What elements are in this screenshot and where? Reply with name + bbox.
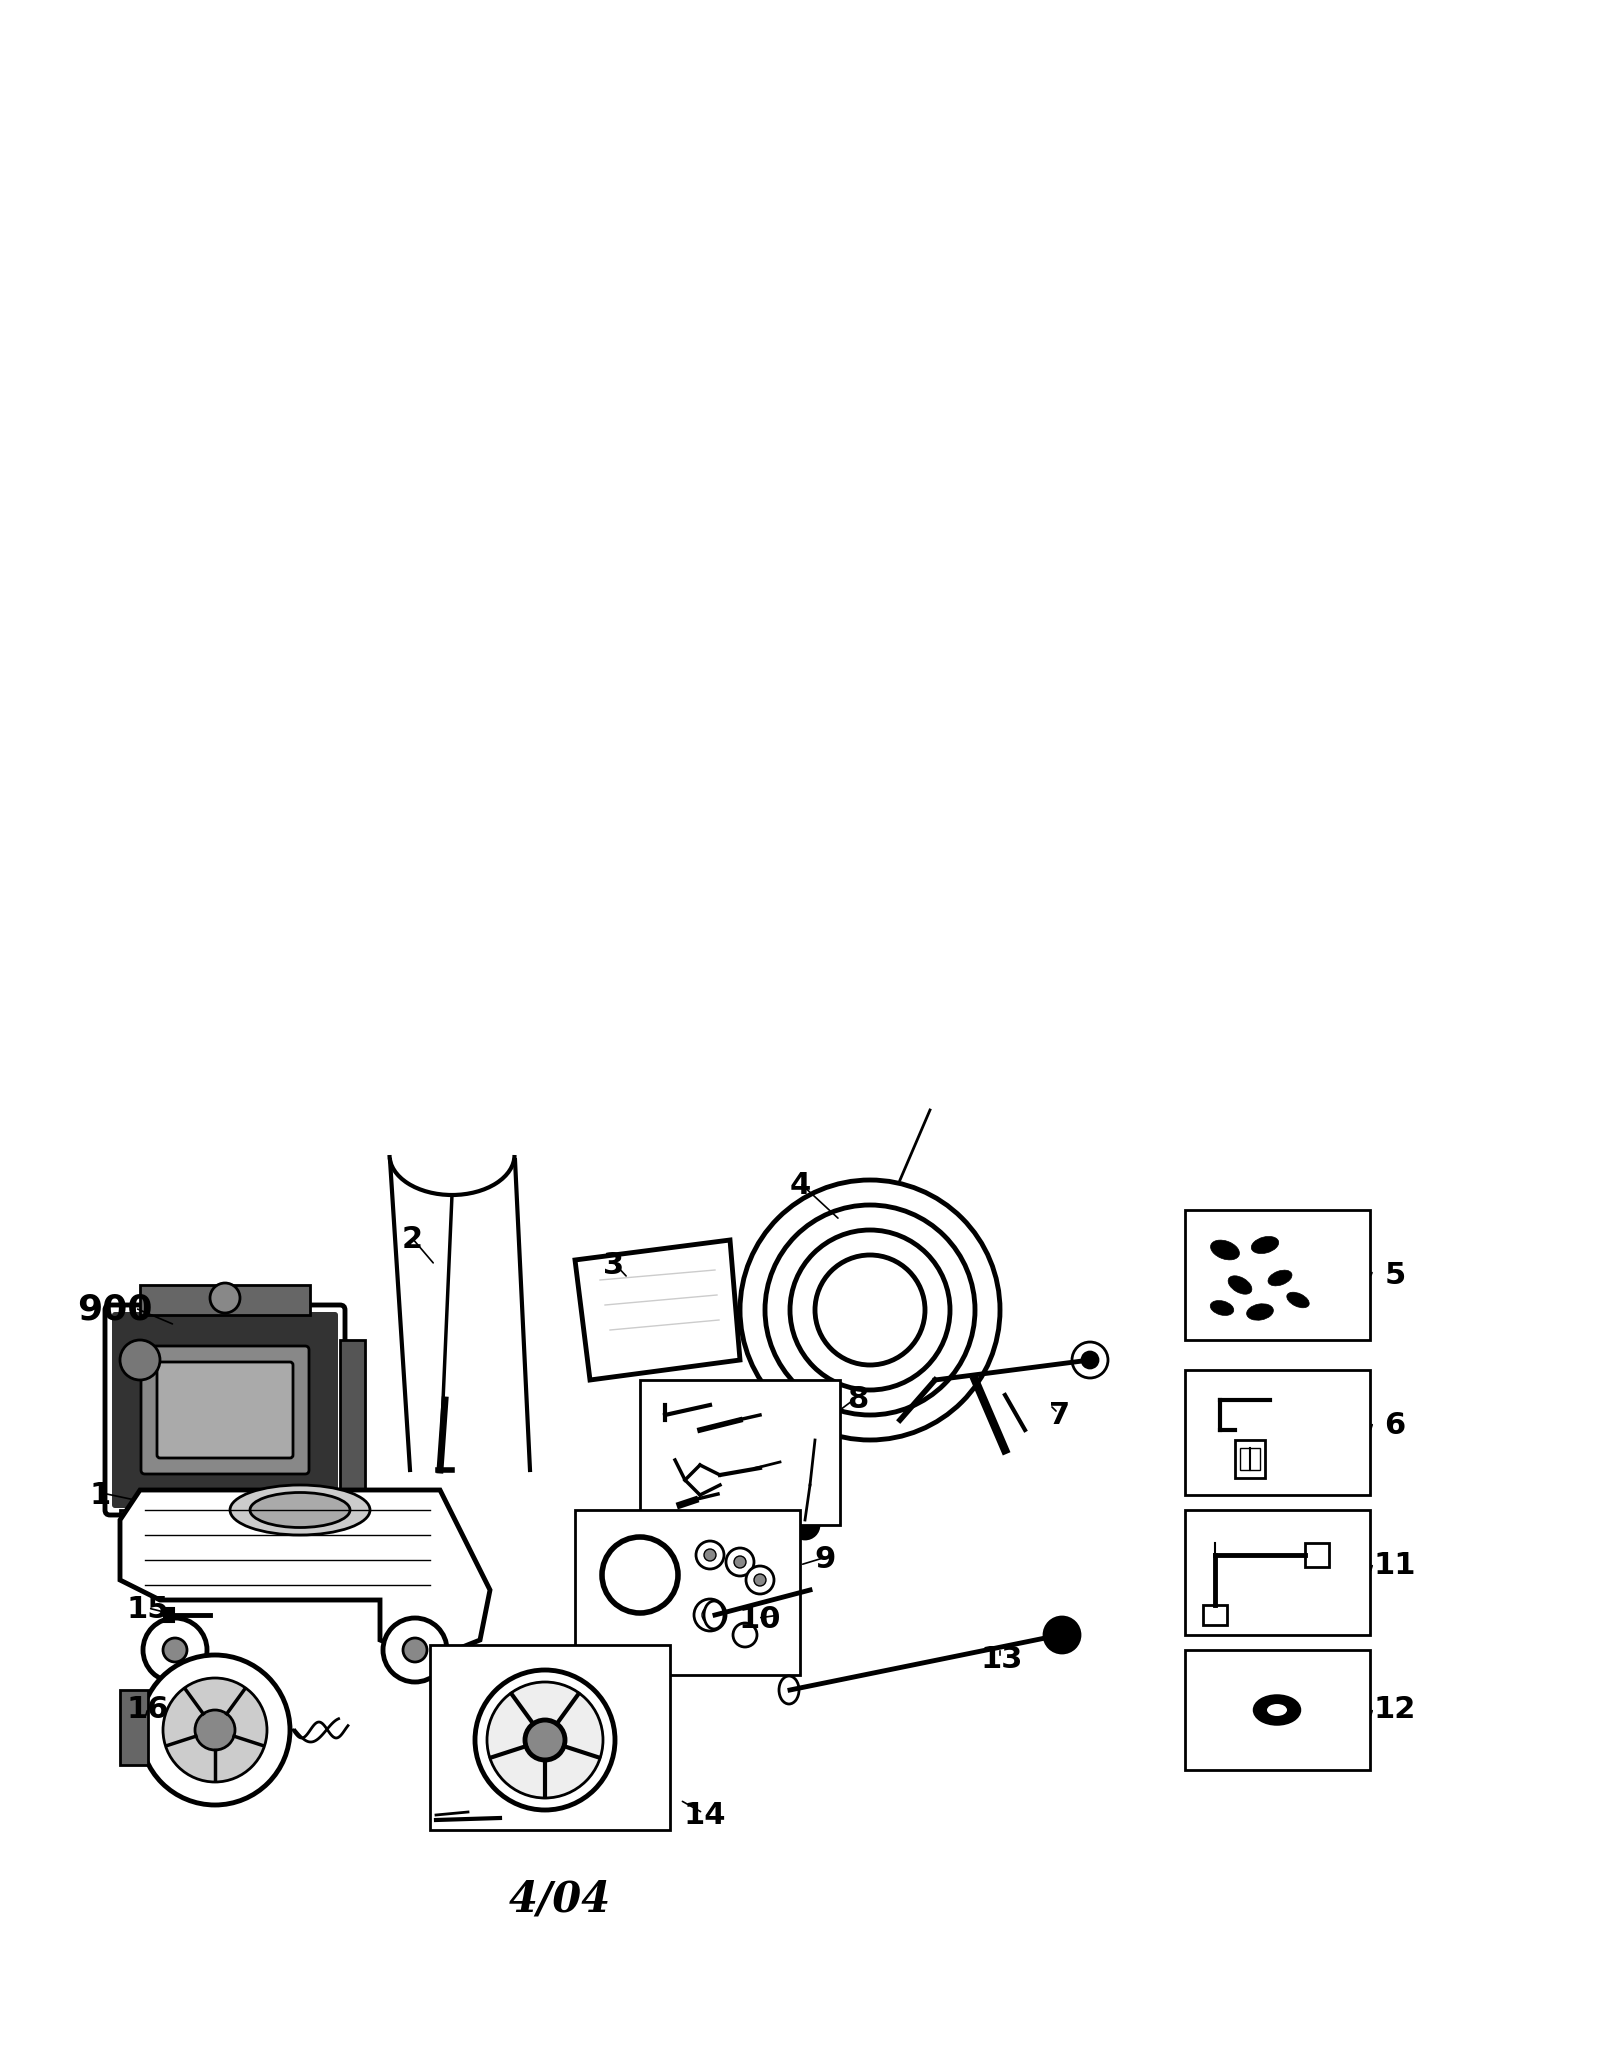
Bar [1306, 1543, 1330, 1566]
Bar [1235, 1440, 1266, 1477]
Ellipse shape [250, 1492, 350, 1527]
Circle shape [195, 1711, 235, 1750]
Bar [120, 1690, 147, 1764]
Circle shape [163, 1638, 187, 1661]
Bar [120, 1510, 330, 1531]
Text: 2: 2 [402, 1225, 422, 1254]
Circle shape [475, 1669, 614, 1810]
Text: 16: 16 [126, 1696, 170, 1725]
Circle shape [704, 1550, 717, 1562]
Bar [1203, 1605, 1227, 1626]
Bar [1240, 1448, 1261, 1471]
Text: 11: 11 [1374, 1550, 1416, 1580]
Text: 6: 6 [1384, 1411, 1406, 1440]
Bar [1186, 1211, 1370, 1341]
Circle shape [141, 1655, 290, 1806]
Bar [1186, 1510, 1370, 1634]
Text: 8: 8 [848, 1386, 869, 1415]
Circle shape [142, 1618, 206, 1682]
Ellipse shape [1267, 1704, 1286, 1717]
Text: 10: 10 [739, 1605, 781, 1634]
Ellipse shape [1210, 1302, 1234, 1316]
Bar [1186, 1370, 1370, 1496]
Circle shape [694, 1599, 726, 1630]
Bar [574, 1510, 800, 1676]
FancyBboxPatch shape [141, 1347, 309, 1473]
Circle shape [696, 1541, 723, 1568]
Bar [339, 1341, 365, 1490]
Ellipse shape [779, 1676, 798, 1704]
Text: 13: 13 [981, 1645, 1022, 1676]
Circle shape [382, 1618, 446, 1682]
Ellipse shape [1251, 1235, 1278, 1254]
Bar [640, 1380, 840, 1525]
Ellipse shape [1254, 1696, 1299, 1723]
Text: 7: 7 [1050, 1401, 1070, 1430]
Text: 15: 15 [126, 1595, 170, 1624]
Ellipse shape [1229, 1277, 1251, 1293]
Bar [1186, 1651, 1370, 1771]
FancyBboxPatch shape [157, 1361, 293, 1459]
Bar [141, 1285, 310, 1314]
Circle shape [754, 1574, 766, 1587]
Text: 4: 4 [789, 1171, 811, 1200]
Polygon shape [574, 1240, 739, 1380]
Circle shape [790, 1510, 819, 1539]
Circle shape [403, 1638, 427, 1661]
Circle shape [726, 1547, 754, 1576]
Ellipse shape [1269, 1271, 1291, 1285]
Ellipse shape [1211, 1240, 1240, 1260]
Ellipse shape [230, 1485, 370, 1535]
Circle shape [210, 1283, 240, 1314]
Circle shape [746, 1566, 774, 1595]
Text: 9: 9 [814, 1545, 835, 1574]
Text: 12: 12 [1374, 1696, 1416, 1725]
Text: 3: 3 [603, 1250, 624, 1279]
Bar [165, 1607, 174, 1622]
Circle shape [1043, 1618, 1080, 1653]
FancyBboxPatch shape [112, 1312, 338, 1508]
Ellipse shape [1286, 1291, 1309, 1308]
Circle shape [1072, 1343, 1107, 1378]
Text: 900: 900 [77, 1293, 152, 1326]
Text: 5: 5 [1384, 1260, 1406, 1289]
Text: 1: 1 [90, 1481, 110, 1510]
Circle shape [120, 1341, 160, 1380]
FancyBboxPatch shape [106, 1306, 346, 1514]
Bar [430, 1645, 670, 1830]
Ellipse shape [704, 1601, 723, 1628]
Circle shape [163, 1678, 267, 1783]
Text: 14: 14 [683, 1799, 726, 1830]
Circle shape [1082, 1351, 1098, 1368]
Circle shape [486, 1682, 603, 1797]
Text: 4/04: 4/04 [509, 1878, 611, 1921]
Ellipse shape [1246, 1304, 1274, 1320]
Circle shape [734, 1556, 746, 1568]
Polygon shape [120, 1490, 490, 1659]
Circle shape [525, 1721, 565, 1760]
